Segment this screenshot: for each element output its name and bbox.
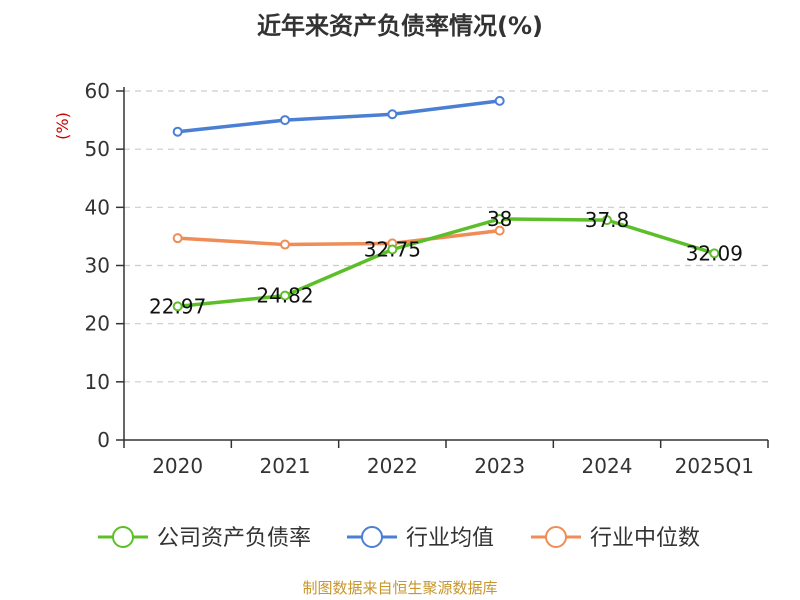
legend-label: 行业均值 [406,526,494,551]
x-tick-label: 2024 [582,454,633,478]
legend-item: 公司资产负债率 [98,526,311,551]
legend-marker [112,526,134,548]
data-point [172,233,183,244]
chart-title: 近年来资产负债率情况(%) [257,12,543,40]
y-axis-label: (%) [53,112,72,140]
data-point [602,215,612,226]
source-note: 制图数据来自恒生聚源数据库 [302,579,497,597]
legend-marker [545,526,567,548]
data-label: 38 [487,207,512,231]
data-label: 24.82 [256,284,313,308]
x-tick-label: 2022 [367,454,418,478]
legend-item: 行业中位数 [531,526,700,551]
axes: 0 10 20 30 40 50 60 2020 2021 2022 2023 2024 2025Q1 [85,79,769,478]
series-line [177,217,715,309]
x-tick-label: 2025Q1 [675,454,754,478]
data-point [387,109,398,120]
legend-label: 公司资产负债率 [157,526,311,551]
y-tick-label: 10 [85,370,110,394]
y-tick-label: 40 [85,195,110,219]
data-point [172,301,183,312]
data-point [494,95,505,106]
y-tick-label: 0 [97,428,110,452]
grid-lines [124,90,768,383]
data-point [494,225,505,236]
data-point [280,290,290,301]
data-label: 37.8 [585,208,630,232]
data-labels: 22.97 24.82 32.75 38 37.8 32.09 [149,207,743,318]
series-line [177,228,500,247]
legend-item: 行业均值 [347,526,494,551]
data-label: 32.75 [364,238,421,262]
data-label: 22.97 [149,294,206,318]
y-tick-label: 50 [85,137,110,161]
data-point [494,213,505,224]
data-point [709,248,720,259]
y-tick-label: 60 [85,79,110,103]
x-tick-label: 2023 [474,454,525,478]
series-layer [172,95,720,312]
data-point [387,244,398,255]
data-point [280,115,290,126]
data-label: 32.09 [686,241,743,265]
data-point [280,239,290,250]
series-line [177,99,500,134]
x-tick-label: 2021 [260,454,311,478]
legend: 公司资产负债率 行业均值 行业中位数 [98,526,700,551]
data-point [172,126,183,137]
y-tick-label: 30 [85,254,110,278]
x-tick-label: 2020 [152,454,203,478]
y-tick-label: 20 [85,312,110,336]
legend-label: 行业中位数 [590,526,700,551]
legend-marker [361,526,383,548]
